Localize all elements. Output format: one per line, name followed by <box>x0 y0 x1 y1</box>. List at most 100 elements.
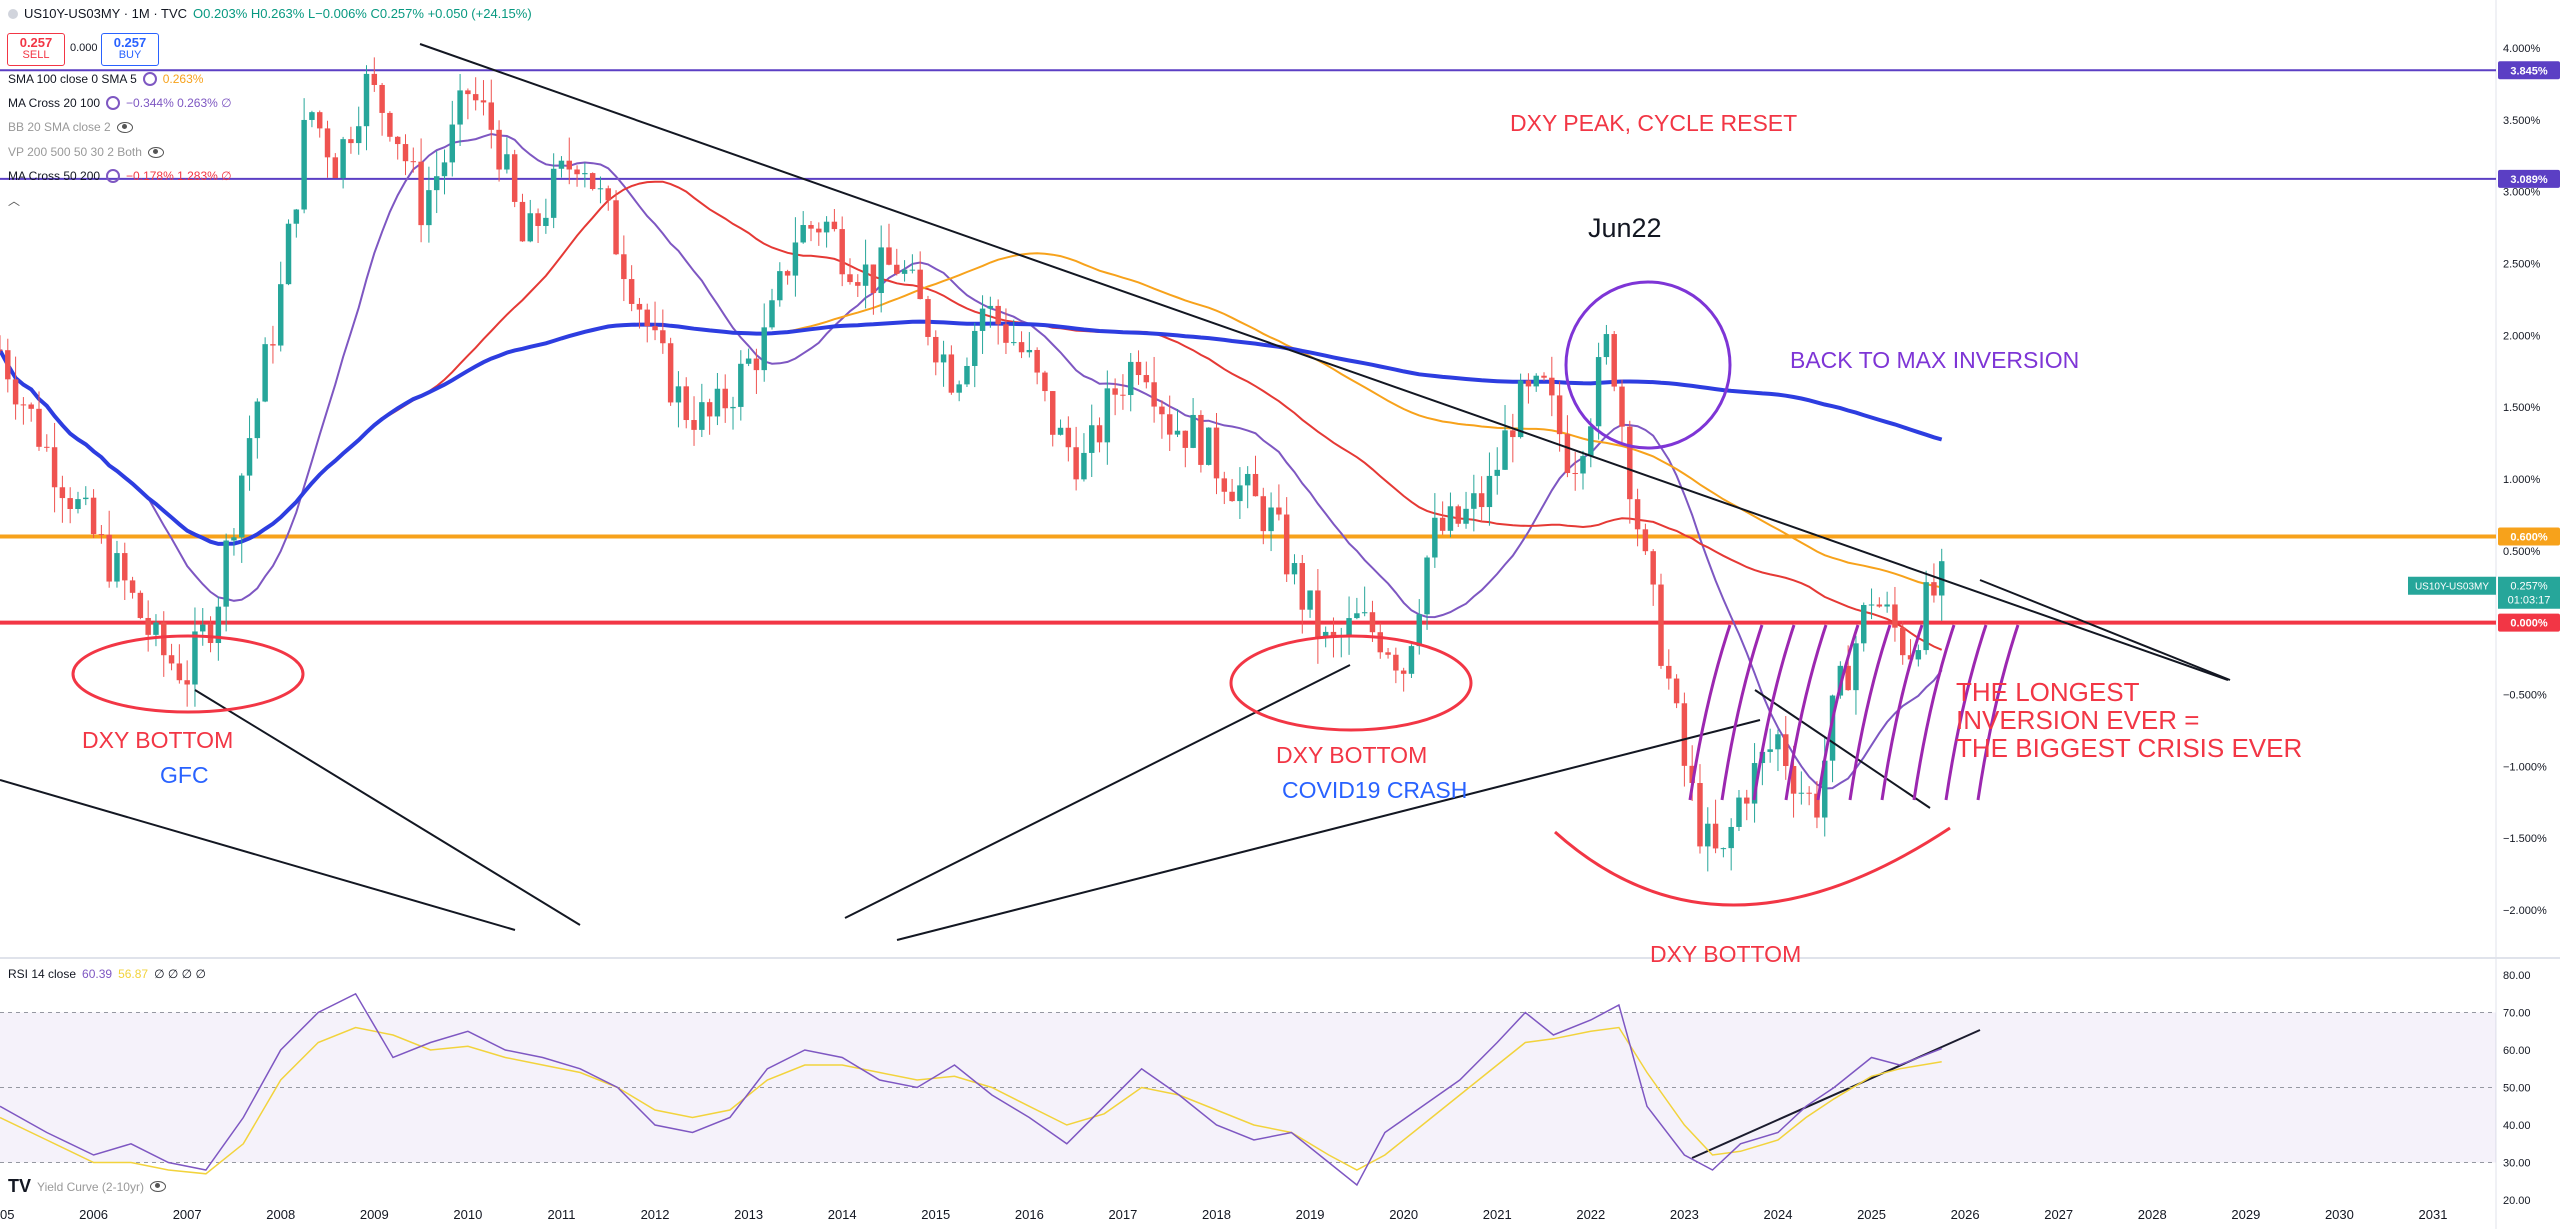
candle-body <box>231 537 237 541</box>
buy-button[interactable]: 0.257 BUY <box>101 33 159 66</box>
candle-body <box>1868 604 1875 606</box>
x-tick-label: 2017 <box>1108 1207 1137 1222</box>
x-tick-label: 2022 <box>1576 1207 1605 1222</box>
annotation-back-to-max: BACK TO MAX INVERSION <box>1790 347 2080 373</box>
candle-body <box>449 124 456 163</box>
candle-body <box>36 408 42 447</box>
candle-body <box>1408 646 1415 674</box>
candle-body <box>246 438 253 476</box>
rsi-line <box>0 992 1942 1187</box>
candle-body <box>207 624 214 644</box>
y-tick-label: 1.000% <box>2503 474 2541 486</box>
candle-body <box>1315 590 1321 639</box>
candle-body <box>660 330 666 344</box>
indicator-row-vp[interactable]: VP 200 500 50 30 2 Both <box>8 145 164 159</box>
candle-body <box>1876 604 1883 607</box>
indicator-values: −0.344% 0.263% ∅ <box>126 96 232 110</box>
candle-body <box>1330 631 1337 637</box>
bowl-annotation <box>1553 826 1951 907</box>
rsi-extra-values: ∅ ∅ ∅ ∅ <box>154 967 206 981</box>
x-tick-label: 2015 <box>921 1207 950 1222</box>
indicator-row-sma100[interactable]: SMA 100 close 0 SMA 5 0.263% <box>8 72 203 86</box>
symbol-title[interactable]: US10Y-US03MY · 1M · TVC <box>24 6 188 21</box>
trendline <box>194 689 581 926</box>
candle-body <box>1299 563 1306 610</box>
candle-body <box>574 169 580 175</box>
candle-body <box>1244 473 1251 486</box>
hatch-stroke <box>1816 624 1860 801</box>
sell-label: SELL <box>22 49 50 61</box>
candle-body <box>387 112 393 137</box>
indicator-name: MA Cross 50 200 <box>8 169 101 183</box>
candle-body <box>1931 582 1937 596</box>
candle-body <box>1915 650 1922 660</box>
collapse-legend-button[interactable]: ︿ <box>8 192 20 209</box>
settings-icon[interactable] <box>142 72 157 86</box>
candle-body <box>816 228 822 233</box>
candle-body <box>316 112 323 129</box>
candle-body <box>1673 678 1680 704</box>
buy-price: 0.257 <box>113 35 147 50</box>
candle-body <box>324 128 331 158</box>
candle-body <box>223 540 229 607</box>
candle-body <box>239 475 245 538</box>
hatch-stroke <box>1720 624 1764 801</box>
candle-body <box>1900 627 1906 656</box>
candle-body <box>987 305 994 309</box>
candle-body <box>1767 749 1773 752</box>
candle-body <box>722 388 728 409</box>
candle-body <box>917 269 923 300</box>
candle-body <box>1455 506 1461 524</box>
candle-body <box>254 401 261 439</box>
candle-body <box>1369 612 1376 633</box>
candle-body <box>1416 614 1422 647</box>
candle-body <box>933 336 939 363</box>
candle-body <box>1829 695 1836 761</box>
annotation-covid: COVID19 CRASH <box>1282 777 1468 803</box>
candle-body <box>1073 447 1079 480</box>
x-tick-label: 2025 <box>1857 1207 1886 1222</box>
rsi-legend[interactable]: RSI 14 close 60.39 56.87 ∅ ∅ ∅ ∅ <box>8 967 206 981</box>
rsi-tick-label: 30.00 <box>2503 1158 2531 1170</box>
candle-body <box>1666 665 1672 679</box>
x-tick-label: 2031 <box>2419 1207 2448 1222</box>
indicator-row-bb[interactable]: BB 20 SMA close 2 <box>8 120 133 134</box>
visibility-eye-icon[interactable] <box>147 146 164 158</box>
rsi-value: 60.39 <box>82 967 113 981</box>
sell-button[interactable]: 0.257 SELL <box>7 33 65 66</box>
candle-body <box>1081 452 1087 480</box>
settings-icon[interactable] <box>106 169 121 183</box>
candle-body <box>1486 475 1493 508</box>
candle-body <box>1564 434 1571 474</box>
candle-body <box>1595 357 1602 427</box>
candle-body <box>613 200 619 255</box>
candle-body <box>1697 783 1703 847</box>
candle-body <box>1432 517 1438 558</box>
candle-body <box>1533 375 1539 387</box>
candle-body <box>90 497 97 535</box>
candle-body <box>535 213 541 226</box>
indicator-row-ma-cross-50-200[interactable]: MA Cross 50 200 −0.178% 1.283% ∅ <box>8 169 232 183</box>
settings-icon[interactable] <box>106 96 121 110</box>
candle-body <box>426 190 432 226</box>
candle-body <box>1603 334 1610 358</box>
candle-body <box>753 358 760 371</box>
visibility-eye-icon[interactable] <box>149 1181 166 1192</box>
candle-body <box>675 386 682 403</box>
candle-body <box>870 264 877 294</box>
level-tag: 3.089% <box>2510 174 2548 186</box>
candle-body <box>1377 632 1383 653</box>
rsi-ma-line <box>0 1026 1942 1175</box>
candle-body <box>972 330 978 366</box>
candle-body <box>106 534 112 582</box>
candle-body <box>465 90 471 95</box>
candle-body <box>1588 426 1594 457</box>
candle-body <box>1720 848 1727 850</box>
candle-body <box>862 264 869 286</box>
candle-body <box>1276 507 1282 515</box>
yield-curve-legend[interactable]: TV Yield Curve (2-10yr) <box>8 1176 166 1197</box>
indicator-row-ma-cross-20-100[interactable]: MA Cross 20 100 −0.344% 0.263% ∅ <box>8 96 232 110</box>
visibility-eye-icon[interactable] <box>116 121 133 133</box>
